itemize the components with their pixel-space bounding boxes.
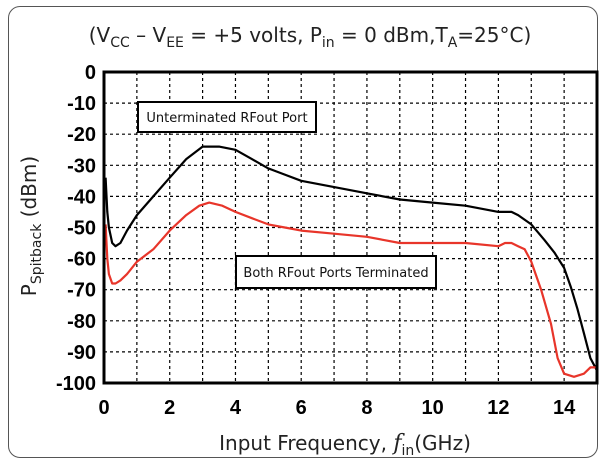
annotation-box (235, 255, 437, 289)
annotation-label: Unterminated RFout Port (146, 111, 307, 126)
y-tick-label: -80 (67, 311, 96, 333)
series-line-terminated (104, 201, 597, 378)
y-tick-label: -90 (67, 342, 96, 364)
y-tick-label: -20 (67, 124, 96, 146)
x-tick-label: 12 (487, 397, 509, 419)
y-tick-label: 0 (85, 62, 96, 84)
chart-title: (VCC – VEE = +5 volts, Pin = 0 dBm,TA=25… (89, 23, 532, 51)
x-tick-label: 14 (553, 397, 576, 419)
y-axis-label: PSpitback (dBm) (17, 156, 45, 296)
grid (104, 72, 597, 383)
x-tick-label: 2 (164, 397, 175, 419)
y-tick-label: -30 (67, 155, 96, 177)
x-tick-label: 4 (230, 397, 242, 419)
x-tick-label: 10 (422, 397, 444, 419)
x-tick-label: 0 (98, 397, 109, 419)
y-tick-label: -40 (67, 186, 96, 208)
annotation-label: Both RFout Ports Terminated (243, 266, 428, 281)
y-tick-label: -70 (67, 280, 96, 302)
annotation-box (137, 101, 317, 133)
y-tick-label: -100 (56, 373, 96, 395)
y-tick-label: -10 (67, 93, 96, 115)
x-tick-label: 6 (296, 397, 307, 419)
series-lines (104, 145, 598, 378)
series-line-unterminated (104, 145, 598, 372)
plot-border (102, 70, 599, 385)
y-tick-label: -50 (67, 218, 96, 240)
x-tick-label: 8 (361, 397, 372, 419)
x-axis-label: Input Frequency, fin(GHz) (219, 431, 471, 459)
y-tick-label: -60 (67, 249, 96, 271)
annotations: Unterminated RFout Port Both RFout Ports … (137, 101, 437, 289)
